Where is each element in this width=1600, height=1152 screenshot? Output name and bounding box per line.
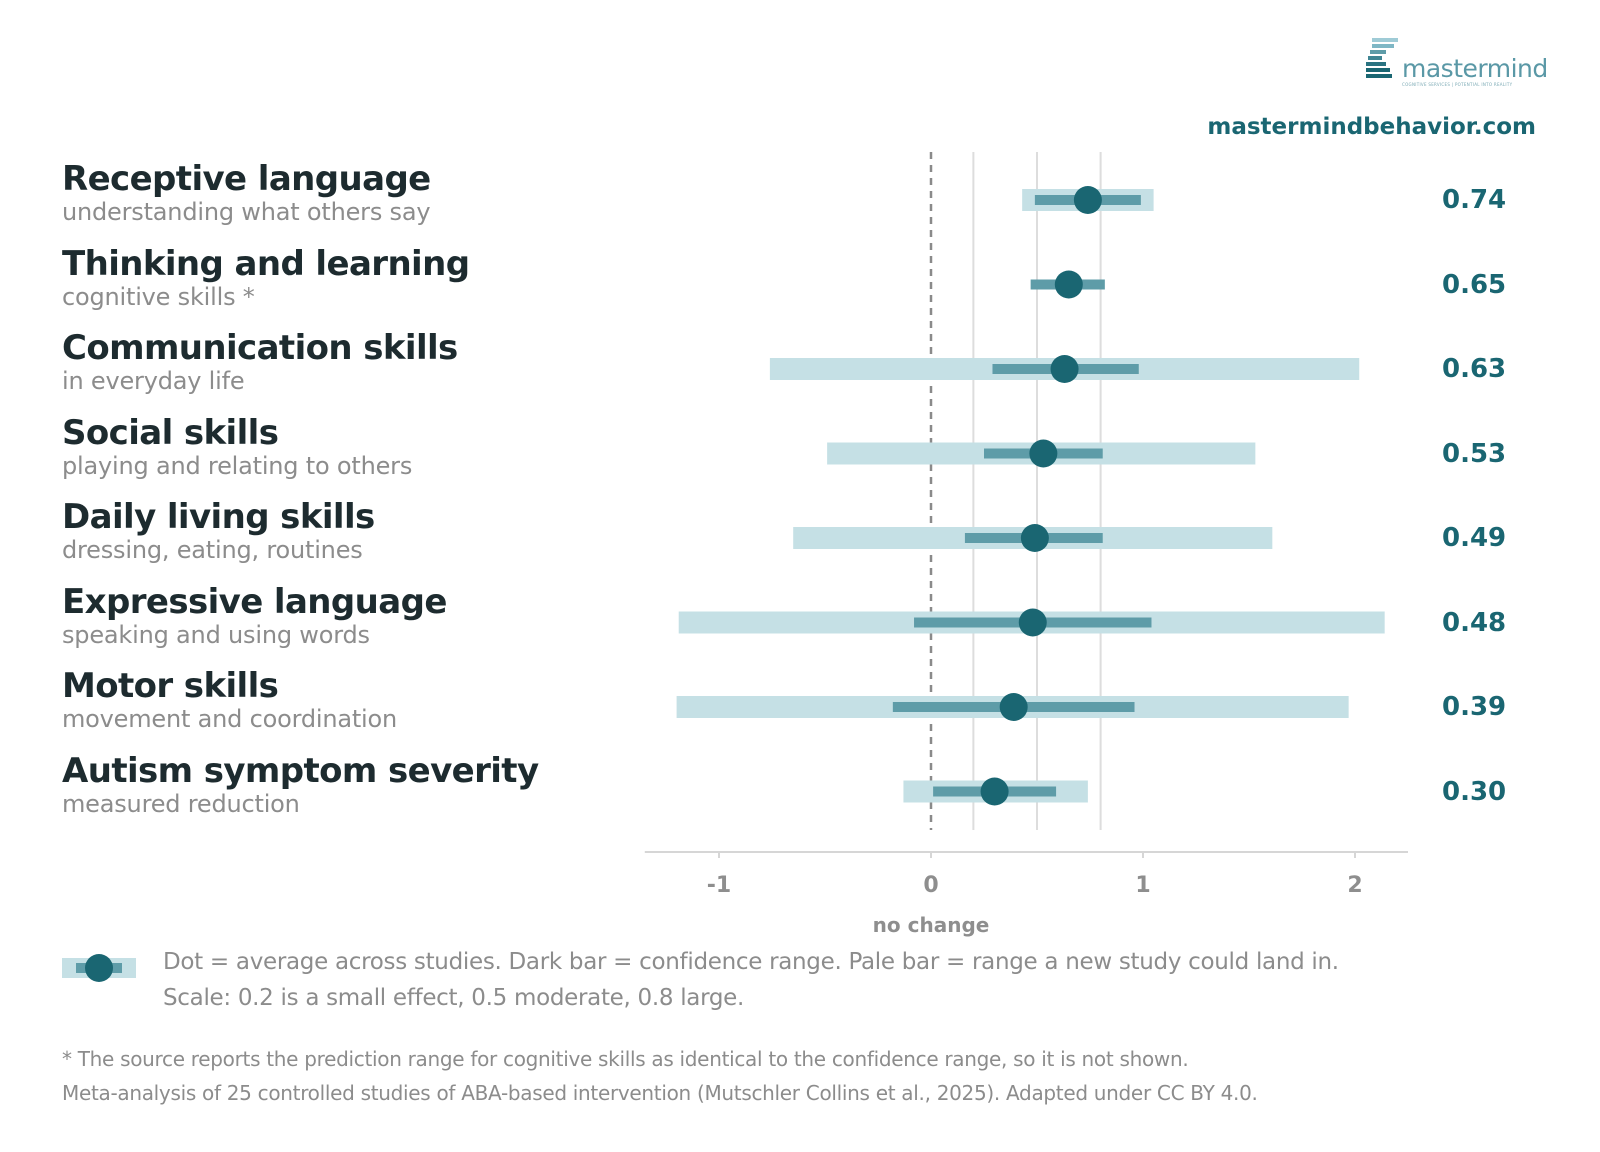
effect-size-value: 0.53 <box>1442 438 1507 469</box>
legend-line-2: Scale: 0.2 is a small effect, 0.5 modera… <box>163 985 745 1011</box>
outcome-title: Autism symptom severity <box>62 750 539 791</box>
legend-line-1: Dot = average across studies. Dark bar =… <box>163 949 1339 975</box>
outcome-subtitle: understanding what others say <box>62 198 431 226</box>
legend-text: Dot = average across studies. Dark bar =… <box>163 944 1339 1016</box>
effect-size-value: 0.63 <box>1442 354 1507 384</box>
estimate-dot <box>1029 439 1058 468</box>
mastermind-logo: mastermind COGNITIVE SERVICES | POTENTIA… <box>1366 36 1548 87</box>
legend-dot <box>85 954 113 982</box>
outcome-title: Daily living skills <box>62 497 375 537</box>
outcome-label: Daily living skills dressing, eating, rou… <box>62 498 375 564</box>
estimate-dot <box>1050 355 1079 383</box>
stairs-logo-icon <box>1366 38 1398 78</box>
effect-size-value: 0.49 <box>1442 523 1507 553</box>
footnote-1: * The source reports the prediction rang… <box>62 1047 1189 1071</box>
outcome-title: Communication skills <box>62 328 458 368</box>
outcome-title: Social skills <box>62 412 279 453</box>
outcome-subtitle: cognitive skills * <box>62 282 255 311</box>
effect-size-value: 0.65 <box>1442 269 1507 300</box>
outcome-label: Social skills playing and relating to oth… <box>62 414 412 480</box>
outcome-subtitle: dressing, eating, routines <box>62 536 363 564</box>
outcome-subtitle: measured reduction <box>62 789 300 818</box>
outcome-subtitle: speaking and using words <box>62 620 370 649</box>
x-tick-label: 1 <box>1135 873 1150 898</box>
legend-swatch <box>62 954 136 982</box>
footnotes: * The source reports the prediction rang… <box>62 1042 1258 1110</box>
estimate-dot <box>999 693 1028 721</box>
estimate-dot <box>1020 524 1049 552</box>
x-tick-label: 2 <box>1347 873 1362 898</box>
logo-wordmark: mastermind <box>1402 54 1548 83</box>
outcome-label: Thinking and learning cognitive skills * <box>62 243 470 311</box>
x-tick-label: 0 <box>923 873 938 898</box>
x-tick-label: -1 <box>707 873 731 898</box>
outcome-title: Expressive language <box>62 581 447 622</box>
effect-size-value: 0.30 <box>1442 776 1507 807</box>
outcome-subtitle: in everyday life <box>62 367 245 395</box>
website-link[interactable]: mastermindbehavior.com <box>1207 114 1536 140</box>
estimate-dot <box>980 777 1009 806</box>
reference-label: no change <box>873 913 990 937</box>
outcome-label: Communication skills in everyday life <box>62 329 458 395</box>
outcome-label: Autism symptom severity measured reductio… <box>62 752 539 818</box>
estimate-dot <box>1054 270 1083 299</box>
outcome-label: Receptive language understanding what oth… <box>62 160 431 226</box>
outcome-title: Motor skills <box>62 666 279 706</box>
estimate-dot <box>1073 186 1102 214</box>
effect-size-value: 0.39 <box>1442 692 1507 722</box>
outcome-label: Expressive language speaking and using wo… <box>62 583 447 649</box>
estimate-dot <box>1018 608 1047 637</box>
outcome-subtitle: movement and coordination <box>62 705 398 733</box>
logo-tagline: COGNITIVE SERVICES | POTENTIAL INTO REAL… <box>1402 82 1513 87</box>
outcome-title: Receptive language <box>62 159 431 199</box>
effect-size-value: 0.74 <box>1442 185 1507 215</box>
outcome-label: Motor skills movement and coordination <box>62 667 397 733</box>
footnote-2: Meta-analysis of 25 controlled studies o… <box>62 1081 1258 1105</box>
effect-size-value: 0.48 <box>1442 607 1507 638</box>
outcome-subtitle: playing and relating to others <box>62 451 413 480</box>
outcome-title: Thinking and learning <box>62 243 470 284</box>
